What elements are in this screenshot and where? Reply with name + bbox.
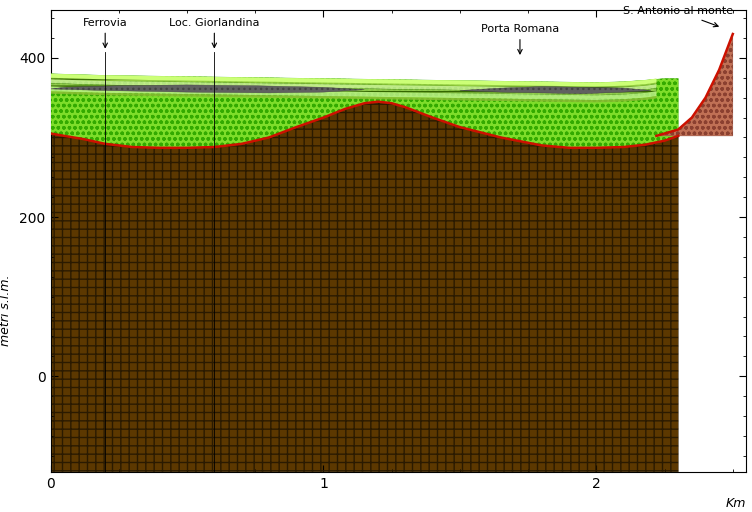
Polygon shape (50, 83, 656, 95)
Polygon shape (50, 79, 656, 92)
Polygon shape (50, 74, 656, 86)
Text: Ferrovia: Ferrovia (83, 17, 128, 48)
X-axis label: Km: Km (726, 497, 746, 510)
Polygon shape (50, 87, 656, 100)
Y-axis label: metri s.l.m.: metri s.l.m. (0, 274, 12, 346)
Polygon shape (460, 87, 651, 94)
Text: S. Antonio al monte: S. Antonio al monte (623, 7, 733, 27)
Text: Porta Romana: Porta Romana (481, 24, 559, 54)
Polygon shape (50, 85, 365, 93)
Polygon shape (50, 74, 678, 148)
Polygon shape (50, 77, 656, 88)
Polygon shape (50, 102, 678, 472)
Polygon shape (656, 34, 732, 136)
Polygon shape (50, 91, 656, 102)
Text: Loc. Giorlandina: Loc. Giorlandina (169, 17, 259, 48)
Polygon shape (50, 74, 656, 87)
